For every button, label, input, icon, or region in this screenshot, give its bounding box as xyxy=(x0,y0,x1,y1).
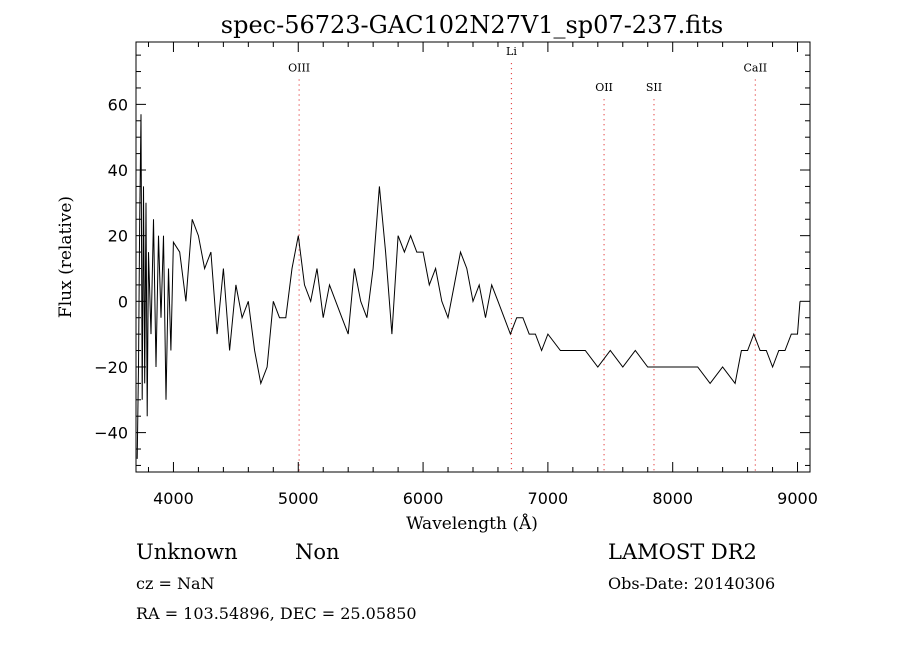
y-tick-label: 20 xyxy=(108,227,128,246)
y-tick-label: 60 xyxy=(108,95,128,114)
x-tick-labels: 4000 5000 6000 7000 8000 9000 xyxy=(153,489,818,508)
line-label-sii: SII xyxy=(646,81,662,94)
x-tick-label: 5000 xyxy=(278,489,319,508)
y-tick-label: −20 xyxy=(94,358,128,377)
line-label-caii: CaII xyxy=(743,62,767,75)
subclass-label: Non xyxy=(295,540,340,564)
coordinates: RA = 103.54896, DEC = 25.05850 xyxy=(136,604,417,623)
spectral-line-markers: OIII Li OII SII CaII xyxy=(288,45,767,472)
y-tick-label: 0 xyxy=(118,292,128,311)
line-label-li: Li xyxy=(506,45,517,58)
x-tick-label: 7000 xyxy=(528,489,569,508)
class-label: Unknown xyxy=(136,540,238,564)
plot-frame xyxy=(135,41,811,473)
y-tick-labels: −40 −20 0 20 40 60 xyxy=(94,95,128,442)
x-tick-label: 8000 xyxy=(652,489,693,508)
line-label-oii: OII xyxy=(595,81,613,94)
spectrum-line xyxy=(136,114,801,459)
survey-label: LAMOST DR2 xyxy=(608,540,757,564)
x-tick-label: 6000 xyxy=(403,489,444,508)
axis-ticks xyxy=(136,42,810,472)
cz-value: cz = NaN xyxy=(136,574,215,593)
obs-date: Obs-Date: 20140306 xyxy=(608,574,775,593)
x-axis-label: Wavelength (Å) xyxy=(406,513,538,534)
y-tick-label: −40 xyxy=(94,424,128,443)
line-label-oiii: OIII xyxy=(288,62,310,75)
x-tick-label: 4000 xyxy=(153,489,194,508)
x-tick-label: 9000 xyxy=(777,489,818,508)
y-axis-label: Flux (relative) xyxy=(56,196,76,318)
y-tick-label: 40 xyxy=(108,161,128,180)
chart-title: spec-56723-GAC102N27V1_sp07-237.fits xyxy=(221,11,723,39)
